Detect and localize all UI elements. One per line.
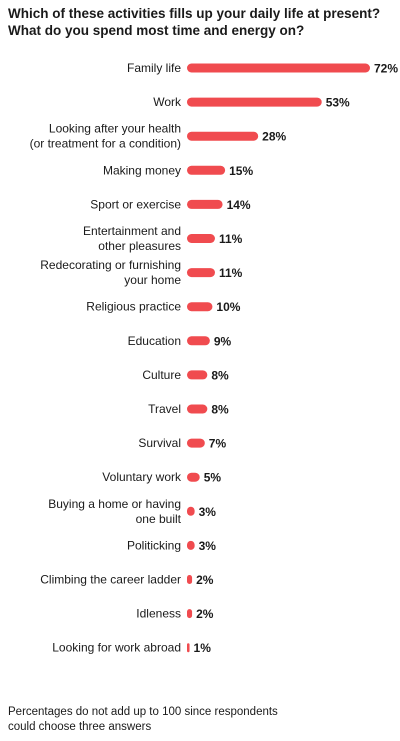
category-label-buying-a-home-or-having-one-built: Buying a home or having one built — [48, 497, 181, 526]
category-label-education: Education — [128, 334, 181, 348]
bar-politicking — [187, 540, 195, 550]
bar-looking-for-work-abroad — [187, 643, 190, 653]
chart-note: Percentages do not add up to 100 since r… — [8, 705, 308, 735]
bar-culture — [187, 370, 208, 380]
category-label-line: (or treatment for a condition) — [30, 137, 181, 151]
value-label-education: 9% — [214, 334, 232, 348]
category-label-line: your home — [124, 273, 181, 287]
bar-survival — [187, 438, 205, 448]
category-label-politicking: Politicking — [127, 538, 181, 552]
bar-buying-a-home-or-having-one-built — [187, 506, 195, 516]
category-label-line: Family life — [127, 61, 181, 75]
value-label-politicking: 3% — [199, 539, 217, 553]
category-label-line: Redecorating or furnishing — [40, 258, 181, 272]
value-label-survival: 7% — [209, 437, 227, 451]
category-label-line: Sport or exercise — [90, 197, 181, 211]
bar-sport-or-exercise — [187, 199, 223, 209]
value-label-buying-a-home-or-having-one-built: 3% — [199, 505, 217, 519]
category-label-line: other pleasures — [98, 239, 181, 253]
category-label-line: Looking after your health — [49, 122, 181, 136]
value-label-climbing-the-career-ladder: 2% — [196, 573, 214, 587]
value-label-culture: 8% — [211, 368, 229, 382]
bar-family-life — [187, 63, 370, 73]
value-label-looking-after-your-health-or-treatment-for-a-condition: 28% — [262, 130, 286, 144]
category-label-line: Survival — [138, 436, 181, 450]
category-label-line: Education — [128, 334, 181, 348]
category-label-looking-after-your-health-or-treatment-for-a-condition: Looking after your health (or treatment f… — [30, 122, 181, 151]
category-label-work: Work — [153, 95, 182, 109]
category-label-line: Climbing the career ladder — [40, 573, 181, 587]
category-label-religious-practice: Religious practice — [86, 300, 181, 314]
category-label-line: Religious practice — [86, 300, 181, 314]
bar-entertainment-and-other-pleasures — [187, 234, 215, 243]
category-label-line: Work — [153, 95, 182, 109]
category-label-making-money: Making money — [103, 163, 181, 177]
bar-idleness — [187, 609, 193, 619]
bar-voluntary-work — [187, 472, 200, 482]
bar-education — [187, 336, 210, 346]
category-label-line: one built — [136, 512, 182, 526]
chart-note-line-2: could choose three answers — [8, 721, 152, 733]
bar-climbing-the-career-ladder — [187, 575, 193, 584]
category-label-line: Voluntary work — [102, 470, 182, 484]
chart-note-line-1: Percentages do not add up to 100 since r… — [8, 706, 278, 718]
category-label-idleness: Idleness — [136, 607, 181, 621]
value-label-sport-or-exercise: 14% — [227, 198, 251, 212]
category-label-entertainment-and-other-pleasures: Entertainment and other pleasures — [83, 224, 181, 253]
value-label-redecorating-or-furnishing-your-home: 11% — [219, 266, 243, 280]
category-label-redecorating-or-furnishing-your-home: Redecorating or furnishing your home — [40, 258, 181, 287]
category-label-looking-for-work-abroad: Looking for work abroad — [52, 641, 181, 655]
bar-chart: Family life 72% Work 53% Looking after your … — [30, 61, 399, 655]
value-label-religious-practice: 10% — [216, 300, 240, 314]
category-label-line: Buying a home or having — [48, 497, 181, 511]
category-label-family-life: Family life — [127, 61, 181, 75]
value-label-family-life: 72% — [374, 62, 398, 76]
chart-title-line-2: What do you spend most time and energy o… — [8, 23, 305, 38]
category-label-culture: Culture — [142, 368, 181, 382]
bar-redecorating-or-furnishing-your-home — [187, 268, 215, 278]
value-label-looking-for-work-abroad: 1% — [194, 641, 212, 655]
bar-making-money — [187, 165, 226, 175]
value-label-travel: 8% — [211, 403, 229, 417]
category-label-travel: Travel — [148, 402, 181, 416]
category-label-line: Making money — [103, 163, 181, 177]
value-label-idleness: 2% — [196, 607, 214, 621]
category-label-voluntary-work: Voluntary work — [102, 470, 182, 484]
chart-title-line-1: Which of these activities fills up your … — [8, 6, 381, 21]
category-label-line: Culture — [142, 368, 181, 382]
category-label-sport-or-exercise: Sport or exercise — [90, 197, 181, 211]
value-label-entertainment-and-other-pleasures: 11% — [219, 232, 243, 246]
bar-work — [187, 97, 322, 107]
category-label-survival: Survival — [138, 436, 181, 450]
bar-travel — [187, 404, 208, 414]
category-label-line: Travel — [148, 402, 181, 416]
chart-title: Which of these activities fills up your … — [8, 5, 396, 39]
category-label-climbing-the-career-ladder: Climbing the career ladder — [40, 573, 181, 587]
bar-religious-practice — [187, 302, 213, 312]
value-label-work: 53% — [326, 96, 350, 110]
category-label-line: Entertainment and — [83, 224, 181, 238]
category-label-line: Looking for work abroad — [52, 641, 181, 655]
bar-looking-after-your-health-or-treatment-for-a-condition — [187, 131, 259, 141]
value-label-making-money: 15% — [229, 164, 253, 178]
category-label-line: Idleness — [136, 607, 181, 621]
value-label-voluntary-work: 5% — [204, 471, 222, 485]
category-label-line: Politicking — [127, 538, 181, 552]
